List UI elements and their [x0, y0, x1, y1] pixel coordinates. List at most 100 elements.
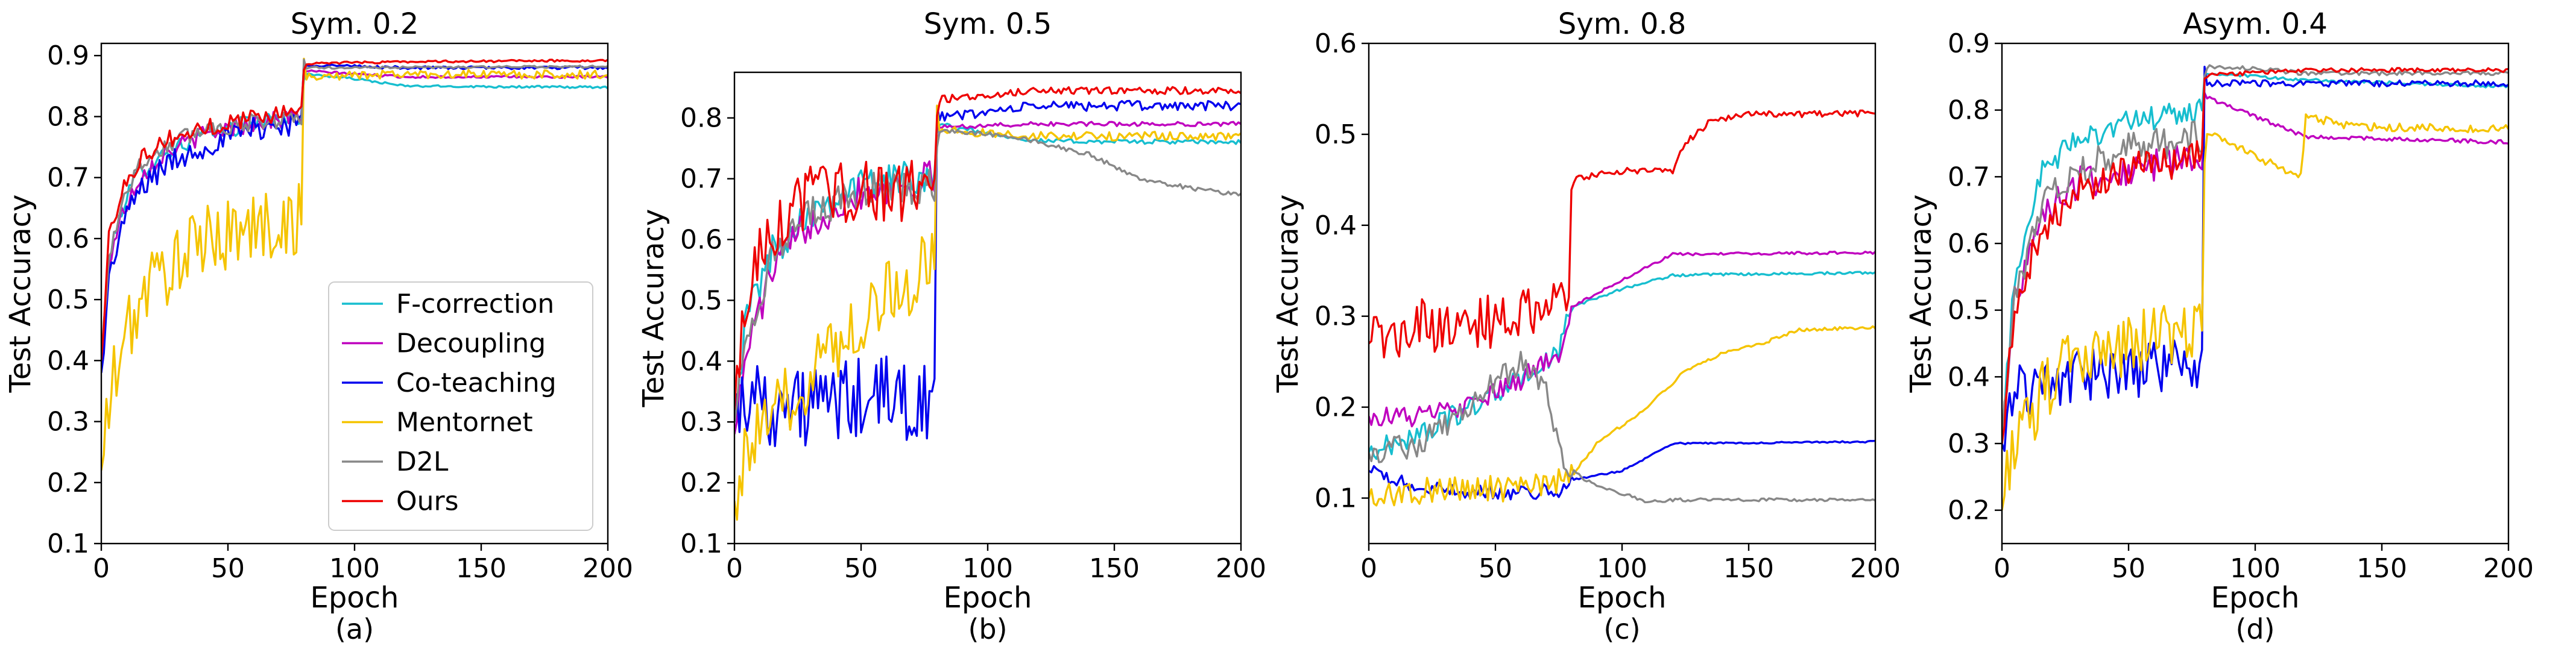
panel-title: Sym. 0.5 — [924, 7, 1052, 41]
series-line-decoupling — [1369, 250, 1875, 428]
x-tick-label: 150 — [456, 553, 507, 584]
y-axis-title: Test Accuracy — [4, 195, 37, 394]
x-tick-label: 50 — [2112, 553, 2145, 584]
series-line-f-correction — [1369, 271, 1875, 460]
series-line-co-teaching — [101, 62, 608, 373]
legend-label: Decoupling — [396, 328, 546, 359]
series-line-f-correction — [101, 72, 608, 361]
x-tick-label: 200 — [582, 553, 633, 584]
x-tick-label: 50 — [1479, 553, 1512, 584]
x-axis-title: Epoch — [2211, 581, 2300, 615]
y-tick-label: 0.4 — [47, 345, 89, 376]
series-line-decoupling — [2002, 92, 2508, 444]
series-line-mentornet — [1369, 325, 1875, 507]
y-axis-title: Test Accuracy — [637, 209, 671, 408]
y-tick-label: 0.4 — [1315, 210, 1357, 241]
series-line-ours — [2002, 67, 2508, 444]
y-tick-label: 0.6 — [47, 224, 89, 254]
panel-2: 0 50 100 150 200 0.1 0.2 0.3 0.4 0.5 0.6 Sym. 0.8 Ep… — [1271, 7, 1901, 645]
plot-frame — [2001, 42, 2510, 545]
x-tick-label: 150 — [1089, 553, 1140, 584]
panel-3: 0 50 100 150 200 0.2 0.3 0.4 0.5 0.6 0.7 0.8 0.9 Asym… — [1904, 7, 2534, 645]
x-tick-label: 50 — [211, 553, 245, 584]
series-line-ours — [1369, 109, 1875, 359]
y-tick-label: 0.5 — [47, 284, 89, 315]
legend-label: F-correction — [396, 289, 554, 319]
x-tick-label: 100 — [329, 553, 380, 584]
y-tick-label: 0.1 — [47, 528, 89, 559]
panel-1: 0 50 100 150 200 0.1 0.2 0.3 0.4 0.5 0.6 0.7 0.8 Sym.… — [637, 7, 1266, 645]
series-group — [734, 86, 1241, 521]
y-tick-label: 0.6 — [1315, 28, 1357, 59]
y-tick-label: 0.5 — [1948, 295, 1990, 326]
x-tick-label: 0 — [1994, 553, 2010, 584]
x-tick-label: 0 — [93, 553, 110, 584]
y-tick-label: 0.6 — [680, 224, 722, 255]
y-tick-label: 0.8 — [1948, 95, 1990, 126]
y-tick-label: 0.7 — [680, 164, 722, 195]
y-tick-label: 0.8 — [47, 101, 89, 132]
series-line-mentornet — [2002, 113, 2508, 510]
y-tick-label: 0.3 — [1948, 428, 1990, 459]
legend-label: Co-teaching — [396, 368, 557, 398]
panel-caption: (a) — [335, 613, 374, 645]
y-tick-label: 0.6 — [1948, 228, 1990, 259]
y-tick-label: 0.4 — [680, 346, 722, 377]
series-group — [101, 57, 608, 471]
y-tick-label: 0.9 — [47, 40, 89, 71]
panel-caption: (d) — [2235, 613, 2275, 645]
y-tick-label: 0.9 — [1948, 28, 1990, 59]
panel-caption: (b) — [968, 613, 1007, 645]
panel-0: 0 50 100 150 200 0.1 0.2 0.3 0.4 0.5 0.6 0.7 0.8 0.9 S… — [4, 7, 633, 645]
panel-caption: (c) — [1603, 613, 1640, 645]
series-line-f-correction — [2002, 72, 2508, 444]
series-line-d2l — [1369, 351, 1875, 504]
series-line-d2l — [101, 58, 608, 361]
y-tick-label: 0.2 — [680, 468, 722, 498]
y-axis-title: Test Accuracy — [1271, 195, 1305, 394]
series-line-d2l — [2002, 64, 2508, 444]
y-tick-label: 0.2 — [1315, 392, 1357, 423]
x-tick-label: 200 — [2483, 553, 2534, 584]
legend: F-correction Decoupling Co-teaching Mentorn… — [328, 281, 593, 531]
series-line-co-teaching — [734, 99, 1241, 447]
y-axis-title: Test Accuracy — [1904, 195, 1938, 394]
x-tick-label: 100 — [2230, 553, 2281, 584]
plot-frame — [733, 71, 1242, 545]
y-tick-label: 0.3 — [47, 407, 89, 437]
series-line-ours — [101, 58, 608, 361]
y-tick-label: 0.7 — [47, 163, 89, 193]
x-tick-label: 0 — [1360, 553, 1377, 584]
panel-title: Sym. 0.2 — [291, 7, 418, 41]
legend-box — [328, 281, 593, 531]
y-tick-label: 0.1 — [680, 528, 722, 559]
y-tick-label: 0.5 — [680, 285, 722, 316]
panel-title: Asym. 0.4 — [2183, 7, 2328, 41]
series-line-d2l — [734, 128, 1241, 422]
series-line-mentornet — [101, 57, 608, 471]
y-tick-label: 0.2 — [1948, 495, 1990, 526]
x-axis-title: Epoch — [944, 581, 1032, 615]
x-axis-title: Epoch — [1578, 581, 1667, 615]
x-tick-label: 100 — [1597, 553, 1647, 584]
legend-label: Ours — [396, 486, 459, 517]
series-group — [1369, 109, 1875, 507]
series-line-co-teaching — [2002, 66, 2508, 452]
series-line-ours — [734, 86, 1241, 410]
x-tick-label: 150 — [2357, 553, 2407, 584]
x-tick-label: 100 — [962, 553, 1013, 584]
series-line-co-teaching — [1369, 439, 1875, 501]
y-tick-label: 0.5 — [1315, 119, 1357, 150]
x-tick-label: 200 — [1850, 553, 1901, 584]
y-tick-label: 0.3 — [1315, 301, 1357, 332]
legend-label: D2L — [396, 447, 449, 477]
plot-frame — [1368, 42, 1877, 545]
y-tick-label: 0.8 — [680, 103, 722, 134]
series-group — [2002, 64, 2508, 510]
panel-title: Sym. 0.8 — [1558, 7, 1686, 41]
x-tick-label: 150 — [1723, 553, 1774, 584]
y-tick-label: 0.7 — [1948, 162, 1990, 192]
x-tick-label: 50 — [844, 553, 878, 584]
x-tick-label: 0 — [726, 553, 743, 584]
